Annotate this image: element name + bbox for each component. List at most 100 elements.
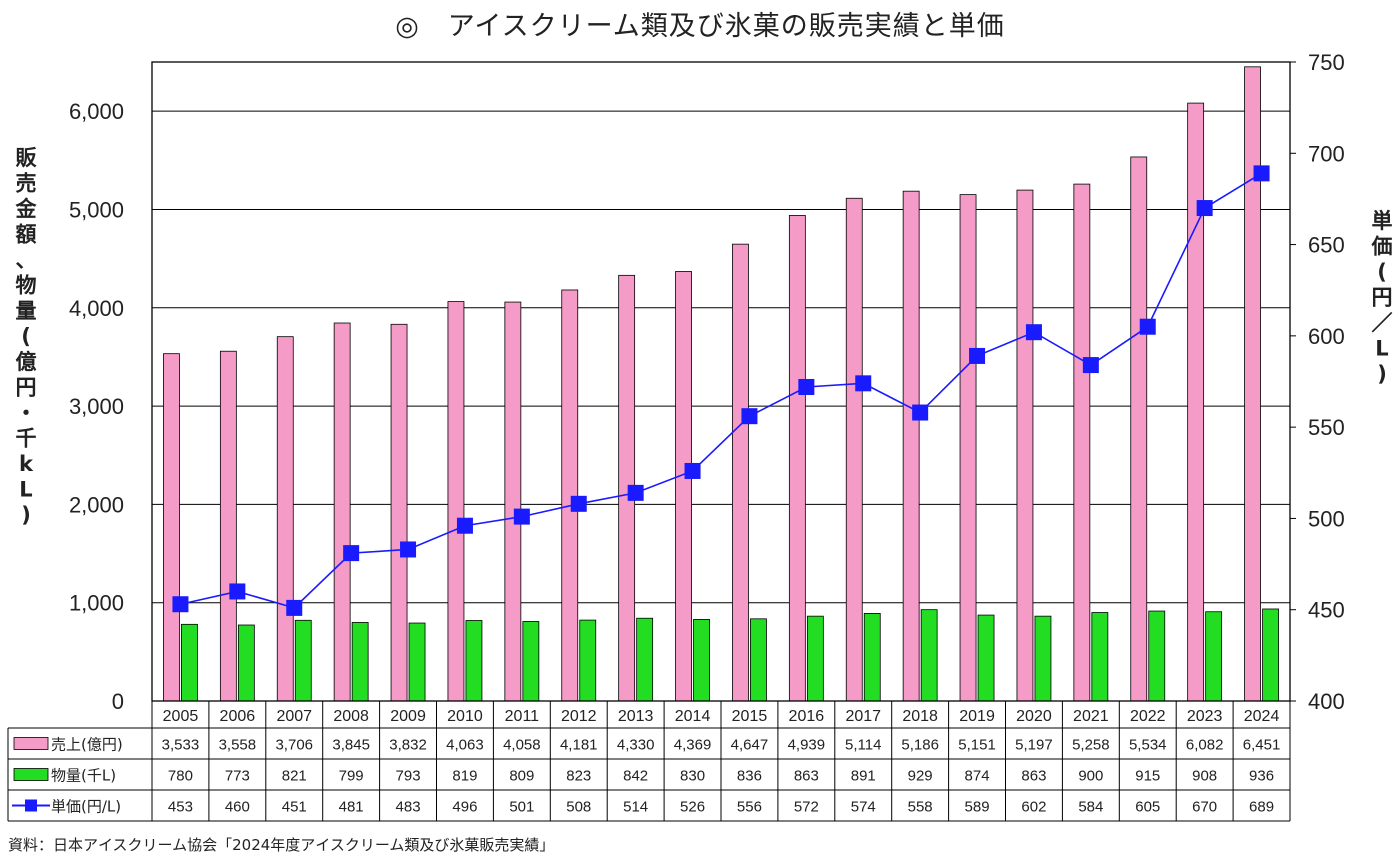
table-cell: 4,647: [731, 737, 769, 754]
price-marker: [684, 462, 701, 479]
left-axis-label-char: 、: [16, 248, 37, 272]
volume-bar: [237, 624, 255, 702]
volume-bar: [636, 617, 654, 702]
year-label: 2022: [1130, 708, 1166, 725]
table-cell: 863: [1021, 768, 1046, 785]
price-line: [172, 165, 1270, 616]
table-cell: 572: [794, 799, 819, 816]
sales-bar: [902, 190, 920, 702]
axes: 0 1,000 2,000 3,000 4,000 5,000 6,000 400 450 500…: [15, 50, 1393, 714]
sales-bar: [390, 323, 408, 702]
year-label: 2011: [505, 708, 540, 725]
year-label: 2018: [902, 708, 938, 725]
year-label: 2021: [1073, 708, 1109, 725]
year-label: 2014: [675, 708, 711, 725]
table-cell: 4,369: [674, 737, 712, 754]
table-cell: 863: [794, 768, 819, 785]
sales-bar: [561, 289, 579, 702]
year-label: 2015: [732, 708, 768, 725]
table-cell: 3,533: [162, 737, 200, 754]
left-tick-label: 2,000: [69, 492, 124, 517]
left-axis-label-char: 販: [16, 146, 38, 170]
gridlines: [152, 110, 1290, 604]
table-cell: 929: [908, 768, 933, 785]
table-cell: 558: [908, 799, 933, 816]
table-cell: 574: [851, 799, 876, 816]
sales-bar: [333, 322, 351, 702]
right-axis-label-char: 単: [1372, 209, 1393, 233]
table-cell: 453: [168, 799, 193, 816]
left-axis-label-char: ・: [16, 401, 37, 425]
volume-bar: [351, 622, 369, 702]
right-axis-label-char: (: [1377, 260, 1387, 284]
table-cell: 589: [965, 799, 990, 816]
volume-bar: [294, 619, 312, 702]
right-axis-label-char: ): [1377, 362, 1387, 386]
table-cell: 526: [680, 799, 705, 816]
left-axis-label-char: 売: [16, 172, 37, 196]
price-marker: [1139, 318, 1156, 335]
left-axis-label-char: 物: [16, 274, 37, 298]
table-cell: 4,058: [503, 737, 541, 754]
sales-bar: [1073, 183, 1091, 702]
table-cell: 5,197: [1015, 737, 1053, 754]
price-marker: [400, 541, 417, 558]
price-marker: [513, 508, 530, 525]
table-cell: 4,181: [560, 737, 598, 754]
table-cell: 4,939: [788, 737, 826, 754]
table-cell: 508: [566, 799, 591, 816]
left-tick-label: 0: [112, 689, 124, 714]
sales-bar: [276, 336, 294, 702]
table-cell: 5,534: [1129, 737, 1167, 754]
volume-bar: [181, 623, 198, 702]
price-marker: [1025, 324, 1042, 341]
left-axis-label-char: k: [19, 452, 34, 476]
sales-bar: [163, 353, 180, 702]
right-tick-label: 600: [1308, 324, 1345, 349]
legend-key-volume: [13, 768, 49, 781]
year-label: 2013: [618, 708, 654, 725]
price-marker: [627, 484, 644, 501]
table-cell: 819: [452, 768, 477, 785]
volume-bar: [920, 609, 938, 702]
table-cell: 891: [851, 768, 876, 785]
sales-bar: [675, 271, 692, 702]
table-cell: 823: [566, 768, 591, 785]
table-cell: 4,063: [446, 737, 484, 754]
volume-bar: [806, 615, 824, 702]
year-label: 2010: [447, 708, 483, 725]
sales-bar: [732, 243, 749, 702]
table-cell: 3,558: [219, 737, 257, 754]
right-axis-label-char: 価: [1371, 235, 1393, 259]
price-marker: [969, 347, 986, 364]
price-marker: [1253, 165, 1270, 182]
volume-bar: [1034, 615, 1052, 702]
table-cell: 936: [1249, 768, 1274, 785]
price-marker: [855, 375, 872, 392]
year-label: 2017: [845, 708, 881, 725]
table-cell: 915: [1135, 768, 1160, 785]
price-marker: [798, 378, 815, 395]
table-cell: 451: [282, 799, 307, 816]
left-tick-label: 4,000: [69, 296, 124, 321]
table-cell: 780: [168, 768, 193, 785]
year-label: 2024: [1244, 708, 1280, 725]
table-cell: 5,258: [1072, 737, 1110, 754]
price-marker: [343, 545, 360, 562]
volume-bar: [1148, 610, 1166, 702]
legend-key-sales: [13, 737, 49, 750]
right-axis-label-char: L: [1375, 337, 1388, 361]
table-cell: 6,082: [1186, 737, 1224, 754]
table-cell: 830: [680, 768, 705, 785]
year-label: 2006: [220, 708, 256, 725]
sales-bar: [447, 301, 465, 702]
table-cell: 5,114: [845, 737, 881, 754]
left-axis-label-char: 円: [16, 376, 37, 400]
data-table: 2005 2006 2007 2008 2009 2010 2011 2012 2013 2014…: [7, 701, 1291, 822]
table-cell: 602: [1021, 799, 1046, 816]
price-marker: [912, 404, 929, 421]
table-cell: 5,186: [901, 737, 939, 754]
table-cell: 5,151: [958, 737, 996, 754]
left-tick-label: 6,000: [69, 99, 124, 124]
price-marker: [172, 596, 189, 613]
